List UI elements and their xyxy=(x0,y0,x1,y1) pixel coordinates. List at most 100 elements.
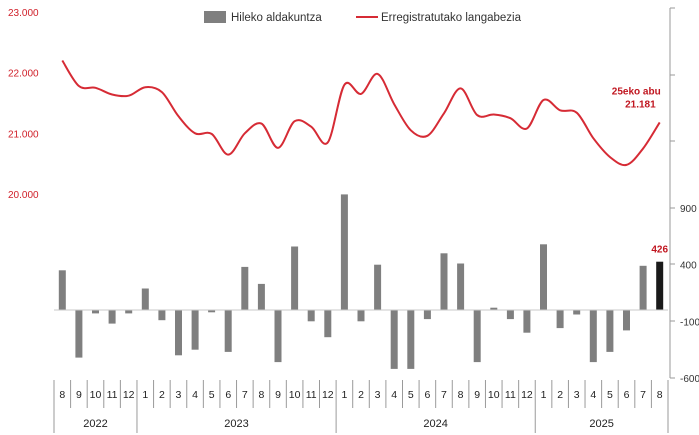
x-tick-label: 12 xyxy=(322,389,334,401)
x-tick-label: 7 xyxy=(640,389,646,401)
x-tick-label: 7 xyxy=(441,389,447,401)
bar-mark xyxy=(606,310,614,352)
left-tick-label: 23.000 xyxy=(8,8,39,19)
bar-mark xyxy=(656,261,664,310)
bar-mark xyxy=(291,246,299,310)
left-tick-label: 20.000 xyxy=(8,190,39,201)
x-tick-label: 11 xyxy=(107,389,118,401)
bar-mark xyxy=(639,265,647,310)
left-tick-label: 22.000 xyxy=(8,69,39,80)
bar-mark xyxy=(241,266,249,310)
x-tick-label: 1 xyxy=(341,389,347,401)
right-axis: 900 400 -100 -600 xyxy=(669,7,699,385)
x-tick-label: 6 xyxy=(225,389,231,401)
x-tick-label: 2 xyxy=(557,389,563,401)
bar-mark xyxy=(440,253,448,310)
x-tick-label: 4 xyxy=(391,389,397,401)
x-tick-label: 8 xyxy=(657,389,663,401)
bar-mark xyxy=(224,310,232,352)
x-tick-label: 12 xyxy=(123,389,135,401)
bar-mark xyxy=(208,310,216,313)
x-tick-label: 4 xyxy=(590,389,596,401)
x-tick-label: 5 xyxy=(209,389,215,401)
x-tick-label: 6 xyxy=(624,389,630,401)
bar-mark xyxy=(623,310,630,331)
bar-mark xyxy=(573,310,581,315)
bar-series xyxy=(58,194,664,369)
x-tick-label: 8 xyxy=(259,389,265,401)
bar-mark xyxy=(158,310,166,321)
bar-mark xyxy=(457,263,465,310)
year-label: 2024 xyxy=(423,418,447,430)
bar-mark xyxy=(75,310,83,358)
bar-mark xyxy=(58,270,66,310)
bar-mark xyxy=(324,310,332,338)
legend-bar-label: Hileko aldakuntza xyxy=(231,12,322,24)
x-tick-label: 11 xyxy=(306,389,317,401)
x-tick-label: 10 xyxy=(488,389,500,401)
annotations: 426 25eko abu 21.181 xyxy=(612,86,669,255)
x-tick-label: 5 xyxy=(607,389,613,401)
legend-bar-swatch xyxy=(204,11,226,23)
x-tick-label: 6 xyxy=(424,389,430,401)
x-tick-label: 2 xyxy=(159,389,165,401)
right-tick-label: 900 xyxy=(680,204,697,215)
legend-line-label: Erregistratutako langabezia xyxy=(381,12,522,24)
bar-mark xyxy=(374,264,382,310)
bar-mark xyxy=(473,310,481,363)
x-tick-label: 8 xyxy=(59,389,65,401)
left-tick-label: 21.000 xyxy=(8,129,39,140)
x-tick-label: 11 xyxy=(505,389,516,401)
x-tick-label: 9 xyxy=(275,389,281,401)
x-tick-label: 1 xyxy=(541,389,547,401)
bar-mark xyxy=(556,310,564,329)
x-tick-label: 2 xyxy=(358,389,364,401)
x-tick-label: 4 xyxy=(192,389,198,401)
x-tick-label: 3 xyxy=(176,389,182,401)
x-tick-label: 5 xyxy=(408,389,414,401)
last-bar-label: 426 xyxy=(651,245,668,256)
bar-mark xyxy=(340,194,348,310)
x-axis: 8 9 10 11 12 1 2 3 4 5 6 7 8 9 10 11 12 1 2 3 4 5 6 7 8 9 10 11 12 1 2… xyxy=(53,380,669,433)
bar-mark xyxy=(257,283,265,310)
year-label: 2022 xyxy=(83,418,107,430)
bar-mark xyxy=(540,244,547,310)
bar-mark xyxy=(589,310,597,363)
bar-mark xyxy=(141,288,149,310)
left-axis-ticks: 23.000 22.000 21.000 20.000 xyxy=(8,8,39,201)
bar-mark xyxy=(407,310,415,369)
x-tick-label: 3 xyxy=(375,389,381,401)
chart-legend: Hileko aldakuntza Erregistratutako langa… xyxy=(204,11,522,24)
x-tick-label: 7 xyxy=(242,389,248,401)
x-tick-label: 9 xyxy=(76,389,82,401)
bar-mark xyxy=(274,310,282,363)
bar-mark xyxy=(423,310,431,320)
x-tick-label: 10 xyxy=(90,389,102,401)
bar-mark xyxy=(125,310,133,314)
year-label: 2023 xyxy=(224,418,248,430)
right-tick-label: 400 xyxy=(680,261,697,272)
bar-mark xyxy=(390,310,398,369)
bar-mark xyxy=(307,310,315,322)
x-tick-label: 10 xyxy=(289,389,301,401)
bar-mark xyxy=(191,310,199,350)
bar-mark xyxy=(523,310,531,333)
bar-mark xyxy=(490,307,498,310)
bar-mark xyxy=(108,310,116,324)
x-tick-label: 12 xyxy=(521,389,533,401)
bar-mark xyxy=(506,310,514,320)
x-tick-label: 1 xyxy=(142,389,148,401)
x-tick-label: 3 xyxy=(574,389,580,401)
bar-mark xyxy=(92,310,99,314)
x-tick-label: 8 xyxy=(458,389,464,401)
right-tick-label: -600 xyxy=(680,374,699,385)
last-line-label-period: 25eko abu xyxy=(612,86,661,97)
bar-mark xyxy=(357,310,365,322)
x-tick-label: 9 xyxy=(474,389,480,401)
right-tick-label: -100 xyxy=(680,317,699,328)
unemployment-line xyxy=(61,59,661,167)
bar-mark xyxy=(175,310,182,356)
last-line-label-value: 21.181 xyxy=(625,99,656,110)
year-label: 2025 xyxy=(589,418,613,430)
